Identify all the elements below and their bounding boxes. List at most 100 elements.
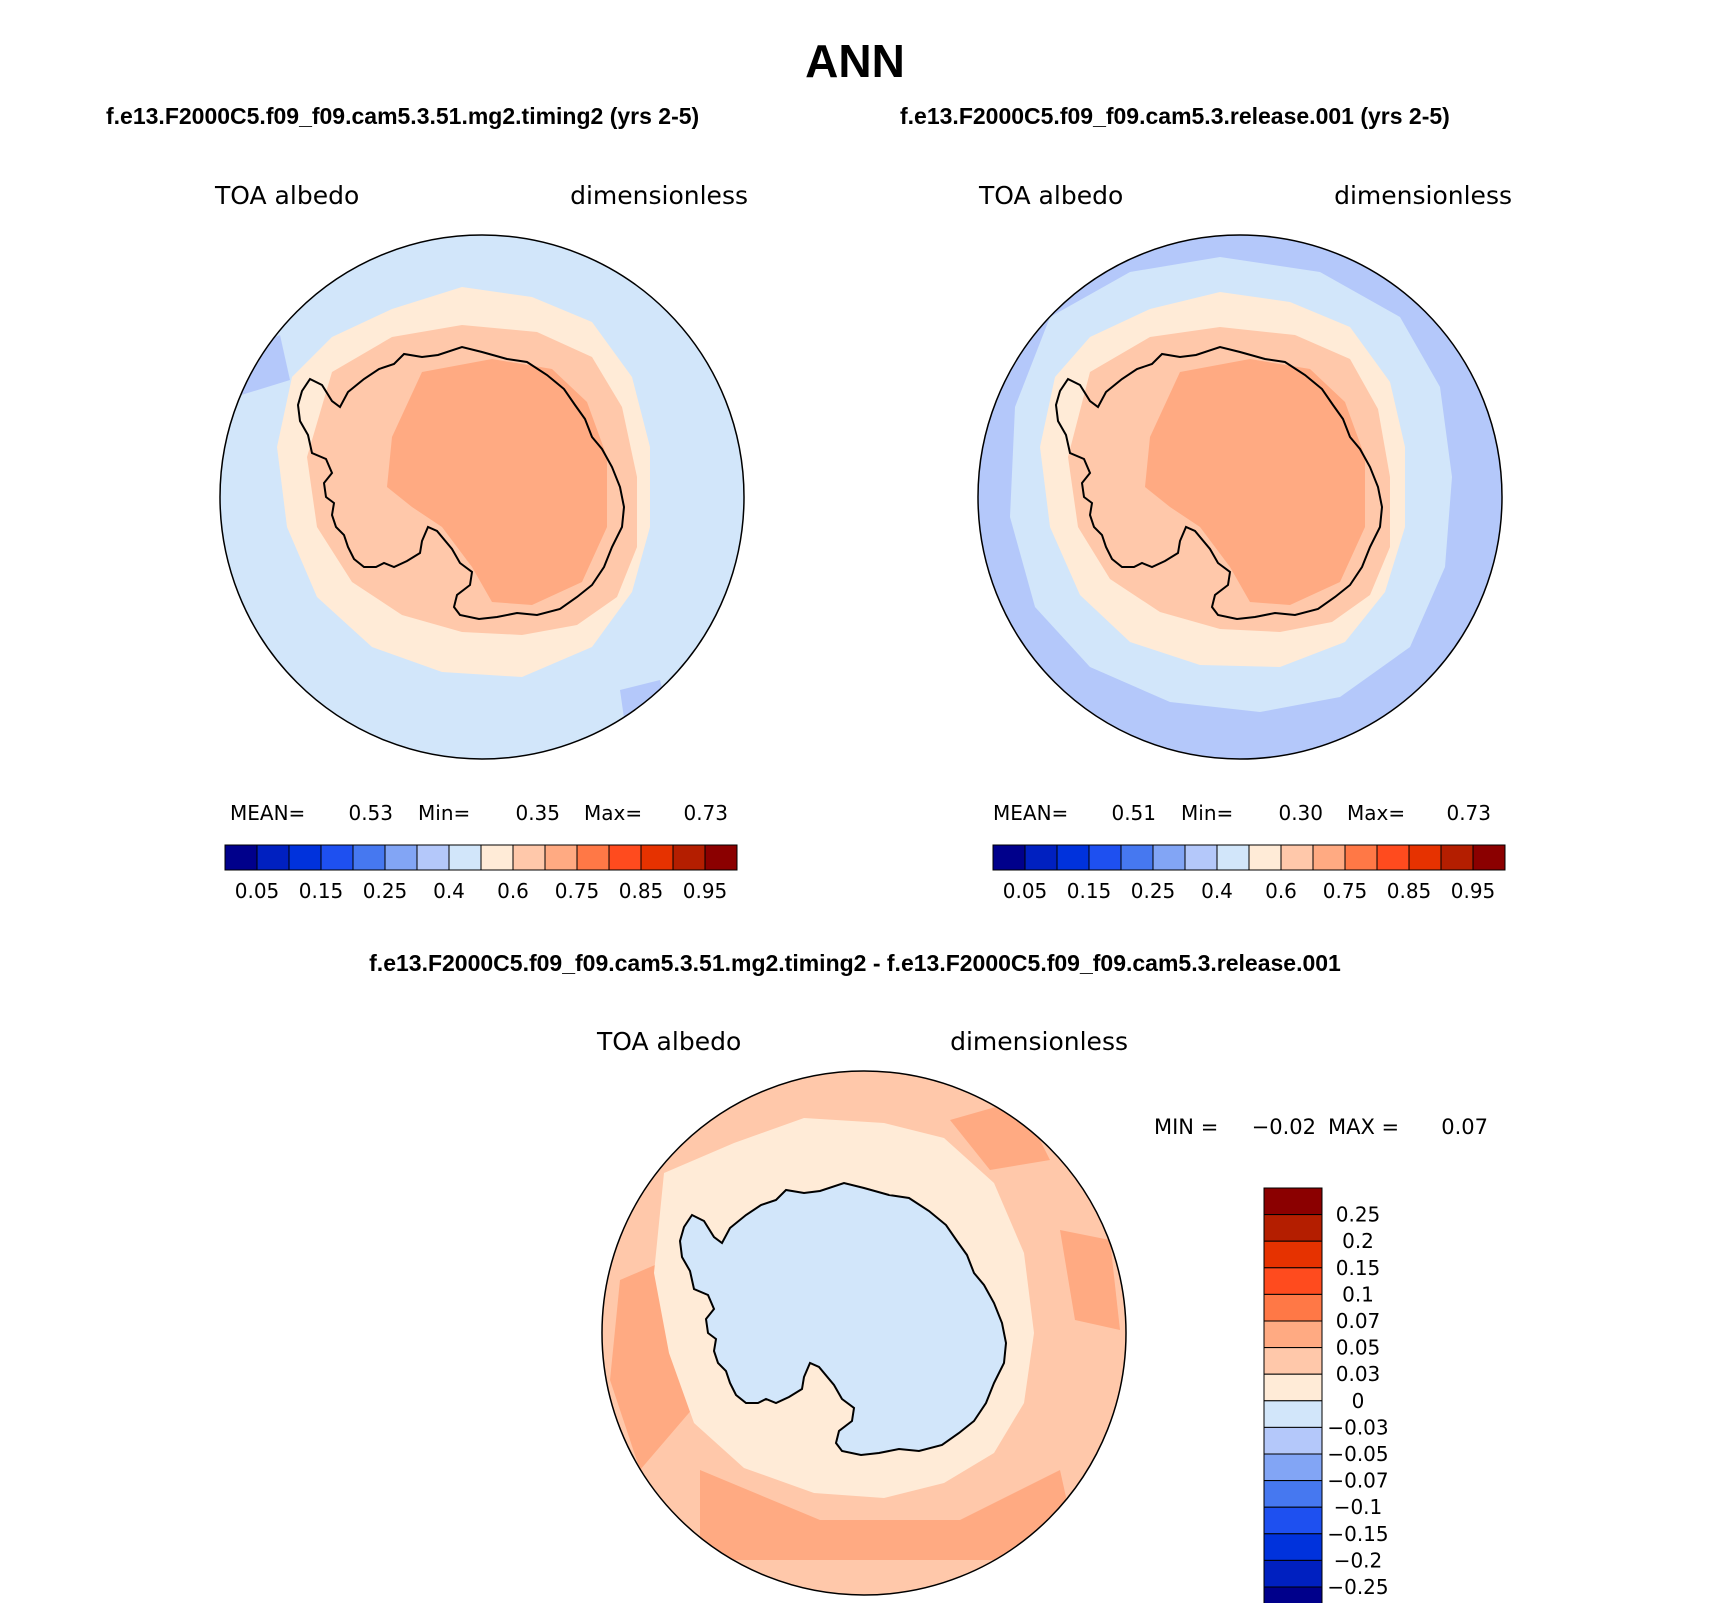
panel2-colorbar-box bbox=[1120, 844, 1154, 871]
diff-colorbar-tick-label: 0.25 bbox=[1336, 1203, 1381, 1227]
panel1-stats: MEAN= 0.53 Min= 0.35 Max= 0.73 bbox=[230, 801, 728, 825]
panel1-run-title: f.e13.F2000C5.f09_f09.cam5.3.51.mg2.timi… bbox=[106, 103, 700, 129]
panel1-map bbox=[220, 235, 744, 759]
diff-units-label: dimensionless bbox=[950, 1027, 1128, 1056]
diff-colorbar-tick-label: −0.15 bbox=[1327, 1522, 1388, 1546]
panel2-units-label: dimensionless bbox=[1334, 181, 1512, 210]
panel1-max-value: 0.73 bbox=[683, 801, 728, 825]
panel1-colorbar-box bbox=[672, 844, 706, 871]
diff-colorbar-box bbox=[1263, 1267, 1323, 1295]
panel2-colorbar-box bbox=[1056, 844, 1090, 871]
panel1-colorbar-box bbox=[416, 844, 450, 871]
panel2-min-value: 0.30 bbox=[1278, 801, 1323, 825]
panel2-stats: MEAN= 0.51 Min= 0.30 Max= 0.73 bbox=[993, 801, 1491, 825]
panel2-colorbar-tick-label: 0.25 bbox=[1131, 879, 1176, 903]
panel1-colorbar-tick-label: 0.15 bbox=[299, 879, 344, 903]
panel1-colorbar-box bbox=[224, 844, 258, 871]
diff-colorbar-box bbox=[1263, 1586, 1323, 1603]
diff-colorbar-box bbox=[1263, 1293, 1323, 1322]
panel1-min-label: Min= bbox=[418, 801, 470, 825]
diff-colorbar-tick-label: −0.07 bbox=[1327, 1469, 1388, 1493]
panel1-colorbar-box bbox=[704, 844, 738, 871]
panel2-colorbar-box bbox=[1440, 844, 1474, 871]
diff-map bbox=[602, 1071, 1126, 1595]
diff-max-value: 0.07 bbox=[1441, 1115, 1488, 1139]
panel2-colorbar-tick-label: 0.15 bbox=[1067, 879, 1112, 903]
diff-colorbar-box bbox=[1263, 1533, 1323, 1561]
panel2-colorbar-box bbox=[1152, 844, 1186, 871]
panel1-colorbar-box bbox=[608, 844, 642, 871]
diff-colorbar-box bbox=[1263, 1187, 1323, 1216]
diff-colorbar-box bbox=[1263, 1240, 1323, 1269]
diff-colorbar-tick-label: −0.2 bbox=[1334, 1548, 1383, 1572]
panel2-colorbar-tick-label: 0.85 bbox=[1387, 879, 1432, 903]
diff-map-border bbox=[601, 1070, 1127, 1596]
panel1-colorbar-tick-label: 0.4 bbox=[433, 879, 465, 903]
panel1-colorbar-box bbox=[320, 844, 354, 871]
panel1-colorbar-box bbox=[384, 844, 418, 871]
diff-colorbar-box bbox=[1263, 1400, 1323, 1428]
diff-colorbar-tick-label: −0.25 bbox=[1327, 1575, 1388, 1599]
panel1-colorbar-box bbox=[288, 844, 322, 871]
diff-colorbar-tick-label: 0.15 bbox=[1336, 1256, 1381, 1280]
diff-colorbar-tick-label: −0.03 bbox=[1327, 1415, 1388, 1439]
diff-run-title: f.e13.F2000C5.f09_f09.cam5.3.51.mg2.timi… bbox=[369, 950, 1341, 976]
panel1-mean-value: 0.53 bbox=[348, 801, 393, 825]
diff-positive-patch bbox=[1060, 1230, 1120, 1330]
diff-colorbar-tick-label: 0.03 bbox=[1336, 1362, 1381, 1386]
panel2-colorbar: 0.05 0.15 0.25 0.4 0.6 0.75 0.85 0.95 bbox=[992, 844, 1506, 903]
panel2-colorbar-box bbox=[1312, 844, 1346, 871]
panel2-colorbar-box bbox=[1408, 844, 1442, 871]
panel1-units-label: dimensionless bbox=[570, 181, 748, 210]
panel2-mean-value: 0.51 bbox=[1111, 801, 1156, 825]
diff-colorbar-box bbox=[1263, 1347, 1323, 1375]
panel1-colorbar-box bbox=[352, 844, 386, 871]
panel1-min-value: 0.35 bbox=[515, 801, 560, 825]
diff-colorbar-tick-label: −0.1 bbox=[1334, 1495, 1383, 1519]
diff-colorbar-tick-label: 0.2 bbox=[1342, 1229, 1374, 1253]
panel2-max-value: 0.73 bbox=[1446, 801, 1491, 825]
diff-colorbar-tick-label: 0.07 bbox=[1336, 1309, 1381, 1333]
panel1-map-border bbox=[219, 234, 745, 760]
panel1-colorbar-tick-label: 0.95 bbox=[683, 879, 728, 903]
diff-max-label: MAX = bbox=[1328, 1115, 1399, 1139]
diff-colorbar-tick-label: 0.1 bbox=[1342, 1282, 1374, 1306]
diff-variable-label: TOA albedo bbox=[596, 1027, 741, 1056]
panel1-colorbar-box bbox=[448, 844, 482, 871]
diff-colorbar-box bbox=[1263, 1559, 1323, 1588]
panel2-colorbar-tick-label: 0.75 bbox=[1323, 879, 1368, 903]
panel1-mean-label: MEAN= bbox=[230, 801, 305, 825]
diff-colorbar-box bbox=[1263, 1373, 1323, 1402]
panel2-colorbar-box bbox=[1248, 844, 1282, 871]
diff-colorbar-box bbox=[1263, 1506, 1323, 1535]
panel2-min-label: Min= bbox=[1181, 801, 1233, 825]
diff-colorbar-tick-label: 0.05 bbox=[1336, 1336, 1381, 1360]
panel1-colorbar-box bbox=[576, 844, 610, 871]
panel2-variable-label: TOA albedo bbox=[978, 181, 1123, 210]
panel2-map-border bbox=[977, 234, 1503, 760]
panel2-colorbar-box bbox=[1344, 844, 1378, 871]
diff-min-value: −0.02 bbox=[1252, 1115, 1316, 1139]
diff-colorbar-box bbox=[1263, 1426, 1323, 1455]
diff-min-label: MIN = bbox=[1154, 1115, 1218, 1139]
diff-positive-patch bbox=[700, 1470, 1080, 1560]
panel1-max-label: Max= bbox=[584, 801, 642, 825]
panel2-run-title: f.e13.F2000C5.f09_f09.cam5.3.release.001… bbox=[900, 103, 1450, 129]
panel2-mean-label: MEAN= bbox=[993, 801, 1068, 825]
panel1-colorbar-box bbox=[512, 844, 546, 871]
panel2-colorbar-tick-label: 0.05 bbox=[1003, 879, 1048, 903]
figure-title: ANN bbox=[805, 35, 905, 87]
diff-colorbar-box bbox=[1263, 1453, 1323, 1482]
panel1-colorbar-box bbox=[640, 844, 674, 871]
diff-colorbar-box bbox=[1263, 1320, 1323, 1349]
diff-colorbar-tick-label: 0 bbox=[1352, 1389, 1365, 1413]
panel1-colorbar-tick-label: 0.75 bbox=[555, 879, 600, 903]
panel1-colorbar-box bbox=[480, 844, 514, 871]
panel1-colorbar-tick-label: 0.05 bbox=[235, 879, 280, 903]
panel1-colorbar-tick-label: 0.6 bbox=[497, 879, 529, 903]
panel2-colorbar-box bbox=[1376, 844, 1410, 871]
diff-colorbar-box bbox=[1263, 1214, 1323, 1242]
panel2-colorbar-box bbox=[1280, 844, 1314, 871]
diff-stats: MIN = −0.02 MAX = 0.07 bbox=[1154, 1115, 1488, 1139]
